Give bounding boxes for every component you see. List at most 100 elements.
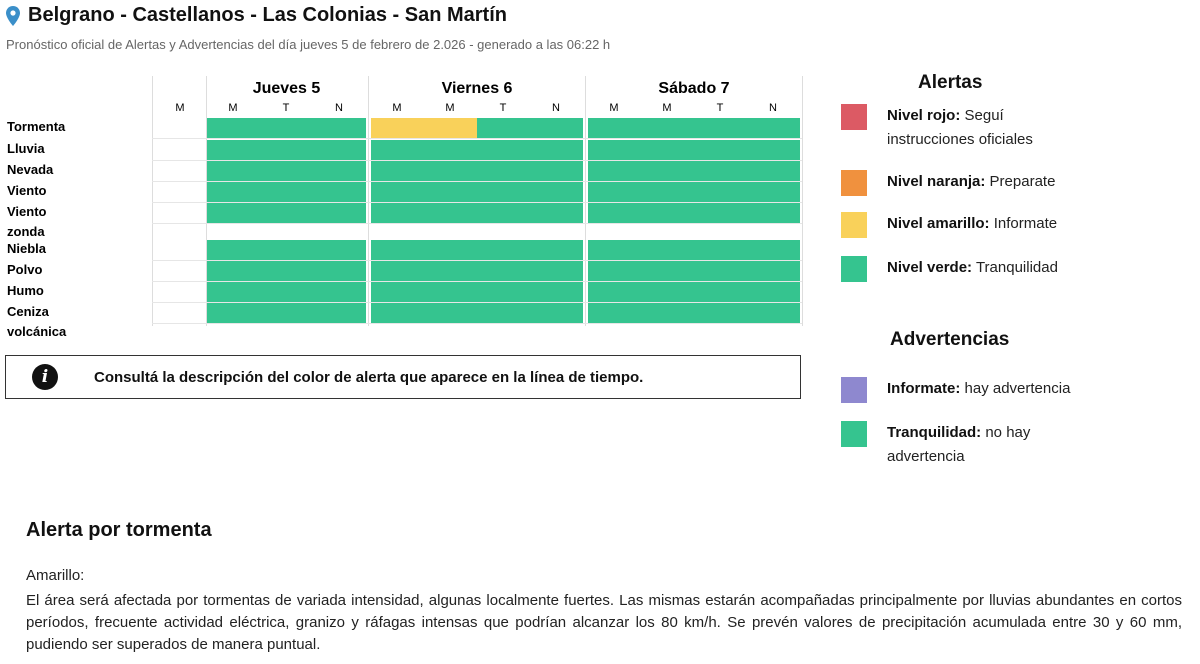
legend-warning-level-name: Tranquilidad:: [887, 424, 982, 441]
alert-cell-green: [207, 140, 366, 160]
legend-alert-swatch: [841, 170, 867, 196]
legend-warning-text: Tranquilidad: no hay advertencia: [887, 421, 1062, 469]
row-divider: [152, 202, 802, 203]
legend-alert-text: Nivel naranja: Preparate: [887, 170, 1055, 194]
row-divider: [152, 223, 802, 224]
grid-divider: [368, 76, 369, 326]
legend-alert-text: Nivel rojo: Seguí instrucciones oficiale…: [887, 104, 1062, 152]
legend-alert-level-name: Nivel amarillo:: [887, 215, 990, 232]
row-divider: [152, 181, 802, 182]
grid-divider: [802, 76, 803, 326]
row-label: Ceniza volcánica: [7, 304, 67, 339]
legend-warning-level-desc: hay advertencia: [960, 380, 1071, 397]
row-label: Viento zonda: [7, 204, 47, 239]
row-divider: [152, 260, 802, 261]
alert-cell-green: [371, 240, 583, 260]
legend-alert-item: Nivel naranja: Preparate: [841, 170, 1111, 196]
period-label: M: [445, 102, 455, 114]
period-label: M: [392, 102, 402, 114]
alert-cell-green: [588, 118, 800, 138]
legend-alert-swatch: [841, 212, 867, 238]
header: Belgrano - Castellanos - Las Colonias - …: [6, 4, 507, 27]
page-title: Belgrano - Castellanos - Las Colonias - …: [28, 4, 507, 26]
alert-cell-green: [371, 303, 583, 323]
row-divider: [152, 160, 802, 161]
legend-alert-level-name: Nivel rojo:: [887, 107, 961, 124]
legend-warning-swatch: [841, 421, 867, 447]
legend-alert-level-desc: Seguí instrucciones oficiales: [887, 107, 1033, 148]
legend-warning-level-name: Informate:: [887, 380, 961, 397]
info-icon: i: [32, 364, 58, 390]
day-title: Jueves 5: [252, 80, 321, 97]
alert-description: El área será afectada por tormentas de v…: [26, 592, 1182, 653]
alert-cell-green: [588, 182, 800, 202]
row-divider: [152, 302, 802, 303]
legend-alert-text: Nivel verde: Tranquilidad: [887, 256, 1058, 280]
alert-cell-green: [588, 303, 800, 323]
period-label: N: [335, 102, 343, 114]
row-label: Lluvia: [7, 141, 45, 156]
grid-divider: [206, 76, 207, 326]
alert-cell-green: [371, 161, 583, 181]
day-title: Sábado 7: [658, 80, 730, 97]
period-label: T: [282, 102, 290, 114]
alert-cell-yellow: [371, 118, 477, 138]
legend-alerts-title: Alertas: [918, 72, 983, 93]
alert-cell-green: [477, 118, 583, 138]
period-label: N: [552, 102, 560, 114]
legend-warning-item: Tranquilidad: no hay advertencia: [841, 421, 1111, 469]
alert-cell-green: [207, 203, 366, 223]
legend-alert-level-name: Nivel verde:: [887, 259, 973, 276]
notice-text: Consultá la descripción del color de ale…: [94, 368, 644, 386]
legend-warning-level-desc: no hay advertencia: [887, 424, 1031, 465]
legend-alert-item: Nivel verde: Tranquilidad: [841, 256, 1111, 282]
alert-cell-green: [588, 261, 800, 281]
alert-cell-green: [371, 261, 583, 281]
alert-cell-green: [207, 182, 366, 202]
alert-cell-green: [588, 161, 800, 181]
alert-cell-green: [371, 140, 583, 160]
alert-cell-green: [371, 282, 583, 302]
row-divider: [152, 138, 802, 139]
row-label: Polvo: [7, 262, 43, 277]
period-label: N: [769, 102, 777, 114]
day-title: Viernes 6: [441, 80, 513, 97]
period-label: M: [175, 102, 185, 114]
period-label: M: [228, 102, 238, 114]
period-label: M: [662, 102, 672, 114]
legend-alert-level-desc: Preparate: [985, 173, 1056, 190]
row-divider: [152, 281, 802, 282]
alert-level-label: Amarillo:: [26, 567, 85, 584]
legend-alert-swatch: [841, 256, 867, 282]
row-label: Humo: [7, 283, 44, 298]
row-divider: [152, 323, 802, 324]
legend-warnings-title: Advertencias: [890, 329, 1010, 350]
legend-alert-item: Nivel rojo: Seguí instrucciones oficiale…: [841, 104, 1111, 152]
legend-alert-text: Nivel amarillo: Informate: [887, 212, 1057, 236]
alert-cell-green: [588, 203, 800, 223]
alert-cell-green: [207, 282, 366, 302]
alert-cell-green: [207, 118, 366, 138]
location-pin-icon: [6, 5, 20, 26]
row-label: Viento: [7, 183, 47, 198]
grid-divider: [152, 76, 153, 326]
legend-warning-swatch: [841, 377, 867, 403]
legend-alert-swatch: [841, 104, 867, 130]
alert-cell-green: [207, 303, 366, 323]
alert-detail-heading: Alerta por tormenta: [26, 519, 212, 541]
alert-cell-green: [371, 203, 583, 223]
alert-cell-green: [207, 261, 366, 281]
info-notice: i Consultá la descripción del color de a…: [5, 355, 801, 399]
alert-cell-green: [588, 282, 800, 302]
legend-alert-level-desc: Tranquilidad: [972, 259, 1058, 276]
legend-warning-text: Informate: hay advertencia: [887, 377, 1070, 401]
page-subtitle: Pronóstico oficial de Alertas y Adverten…: [6, 37, 611, 52]
legend-alert-level-name: Nivel naranja:: [887, 173, 986, 190]
alert-cell-green: [371, 182, 583, 202]
row-label: Tormenta: [7, 119, 66, 134]
legend-warning-item: Informate: hay advertencia: [841, 377, 1111, 403]
alert-cell-green: [588, 140, 800, 160]
legend-alert-item: Nivel amarillo: Informate: [841, 212, 1111, 238]
legend-alert-level-desc: Informate: [989, 215, 1058, 232]
row-label: Nevada: [7, 162, 54, 177]
